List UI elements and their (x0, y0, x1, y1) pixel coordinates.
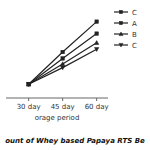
legend-label: A (132, 20, 137, 28)
series-line (29, 22, 97, 85)
point (94, 41, 98, 45)
legend-marker (119, 32, 123, 36)
x-tick-label: 30 day (17, 103, 41, 111)
point (26, 82, 30, 86)
legend-label: C (132, 42, 137, 50)
x-tick (28, 98, 29, 101)
series-line (29, 43, 97, 84)
x-tick (96, 98, 97, 101)
x-tick-label: 60 day (85, 103, 109, 111)
point (61, 50, 65, 54)
point (26, 82, 30, 86)
legend-label: B (132, 31, 137, 39)
legend-marker (119, 43, 123, 47)
x-axis-label: orage period (35, 114, 80, 122)
legend: CABC (114, 9, 137, 50)
x-tick (62, 98, 63, 101)
point (27, 82, 31, 86)
point (27, 82, 31, 86)
point (95, 20, 99, 24)
chart: 30 day45 day60 dayorage periodCABCount o… (0, 0, 150, 150)
legend-marker (119, 21, 122, 24)
point (95, 32, 99, 36)
series-line (29, 49, 97, 84)
point (61, 57, 65, 61)
x-tick-label: 45 day (51, 103, 75, 111)
series-line (29, 34, 97, 85)
plot-area (26, 20, 98, 87)
title: ount of Whey based Papaya RTS Be (5, 137, 145, 145)
legend-label: C (132, 9, 137, 17)
point (60, 66, 64, 70)
point (60, 62, 64, 66)
point (94, 47, 98, 51)
legend-marker (119, 10, 122, 13)
x-axis-line (6, 98, 108, 99)
